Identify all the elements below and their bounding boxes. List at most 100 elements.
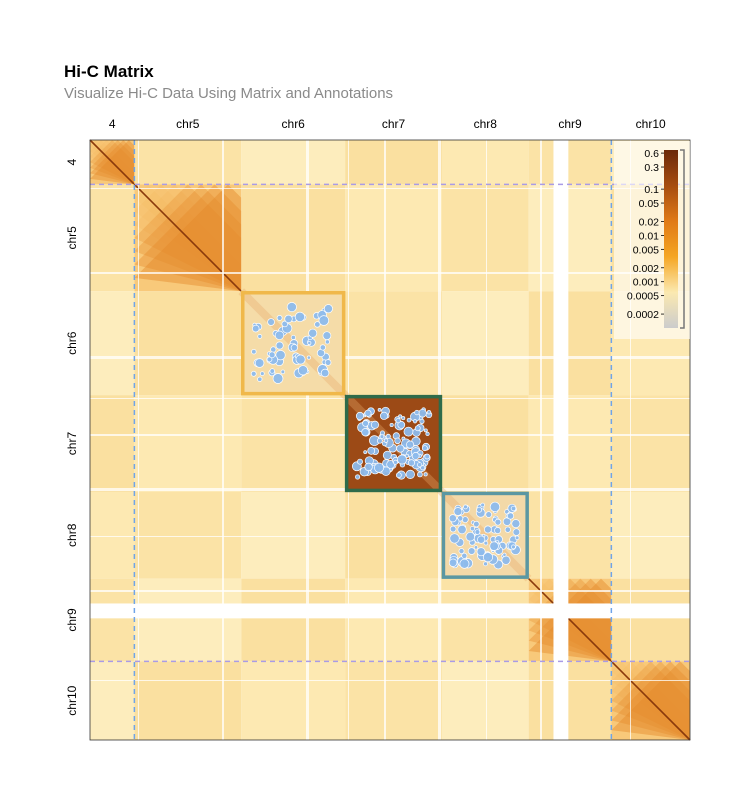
scatter-point <box>414 425 421 432</box>
scatter-point <box>425 431 430 437</box>
scatter-point <box>308 328 318 338</box>
scatter-point <box>502 552 507 557</box>
scatter-point <box>406 417 412 423</box>
scatter-point <box>412 419 418 424</box>
heatmap-block <box>134 395 242 492</box>
scatter-point <box>463 504 468 510</box>
legend-tick-label: 0.3 <box>644 162 659 174</box>
scatter-point <box>512 528 521 536</box>
chrom-label-left: chr8 <box>65 523 79 547</box>
legend-colorbar <box>664 150 678 328</box>
legend-tick-label: 0.6 <box>644 148 659 160</box>
heatmap-block <box>441 184 529 292</box>
heatmap-block <box>134 291 242 396</box>
scatter-point <box>357 458 363 465</box>
scatter-point <box>448 558 458 567</box>
scatter-point <box>469 526 475 532</box>
scatter-point <box>473 520 480 528</box>
scatter-point <box>483 561 488 567</box>
scatter-point <box>269 368 275 374</box>
gap-column <box>630 140 631 740</box>
scatter-point <box>355 474 361 480</box>
scatter-point <box>376 437 383 444</box>
scatter-point <box>453 507 463 516</box>
scatter-point <box>459 558 470 569</box>
heatmap-block <box>241 578 346 662</box>
scatter-point <box>485 511 493 518</box>
scatter-point <box>306 355 311 360</box>
scatter-point <box>514 535 520 541</box>
legend-tick-label: 0.02 <box>639 216 660 228</box>
chrom-label-left: 4 <box>65 159 79 166</box>
scatter-point <box>407 459 416 467</box>
scatter-point <box>483 525 492 534</box>
scatter-point <box>260 371 265 376</box>
heatmap-block <box>241 395 346 492</box>
heatmap-block <box>241 184 346 292</box>
chrom-label-top: chr6 <box>282 117 306 131</box>
scatter-point <box>374 462 385 473</box>
scatter-point <box>250 370 257 377</box>
scatter-point <box>385 433 391 439</box>
scatter-point <box>511 544 516 550</box>
gap-column <box>222 140 224 740</box>
scatter-point <box>511 519 521 529</box>
scatter-point <box>406 440 415 449</box>
scatter-point <box>320 368 330 378</box>
scatter-point <box>275 350 286 361</box>
scatter-point <box>274 330 285 340</box>
scatter-point <box>379 411 389 420</box>
heatmap-block <box>90 578 135 662</box>
scatter-point <box>397 454 408 465</box>
heatmap-block <box>90 291 135 396</box>
scatter-point <box>290 344 298 352</box>
heatmap-block <box>441 291 529 396</box>
scatter-point <box>467 547 476 555</box>
scatter-point <box>364 409 372 417</box>
diagonal-line <box>89 139 135 185</box>
chrom-label-left: chr6 <box>65 331 79 355</box>
scatter-points-chr6 <box>250 302 333 384</box>
scatter-point <box>257 376 263 382</box>
heatmap-block <box>441 395 529 492</box>
scatter-point <box>424 453 431 460</box>
scatter-point <box>473 545 479 550</box>
chrom-label-top: chr9 <box>558 117 582 131</box>
scatter-point <box>482 552 494 563</box>
gap-column <box>553 140 569 740</box>
scatter-point <box>324 339 330 345</box>
scatter-point <box>364 462 373 472</box>
chrom-label-top: chr7 <box>382 117 406 131</box>
heatmap-block <box>611 578 690 662</box>
scatter-point <box>494 527 502 534</box>
scatter-point <box>477 535 486 544</box>
scatter-point <box>275 341 284 350</box>
heatmap-block <box>90 184 135 292</box>
legend-tick-label: 0.001 <box>633 277 659 289</box>
legend-tick-label: 0.1 <box>644 184 659 196</box>
scatter-point <box>458 548 465 555</box>
scatter-point <box>423 428 428 433</box>
heatmap-block <box>345 184 442 292</box>
scatter-point <box>417 462 423 468</box>
gap-column <box>306 140 309 740</box>
gap-row <box>90 590 690 592</box>
heatmap-block <box>528 291 612 396</box>
scatter-point <box>474 529 481 535</box>
scatter-point <box>480 502 485 508</box>
scatter-point <box>257 334 263 339</box>
heatmap-block <box>134 661 242 740</box>
chrom-label-top: 4 <box>109 117 116 131</box>
legend-tick-label: 0.002 <box>633 263 659 275</box>
scatter-point <box>411 452 420 460</box>
scatter-point <box>361 428 370 437</box>
scatter-point <box>295 354 306 365</box>
gap-row <box>90 188 690 189</box>
scatter-point <box>252 324 260 333</box>
diagonal-line <box>528 578 612 662</box>
scatter-point <box>506 512 515 520</box>
scatter-point <box>397 421 406 429</box>
scatter-point <box>461 552 468 559</box>
diagonal-line <box>610 660 691 741</box>
heatmap-block <box>134 491 242 579</box>
